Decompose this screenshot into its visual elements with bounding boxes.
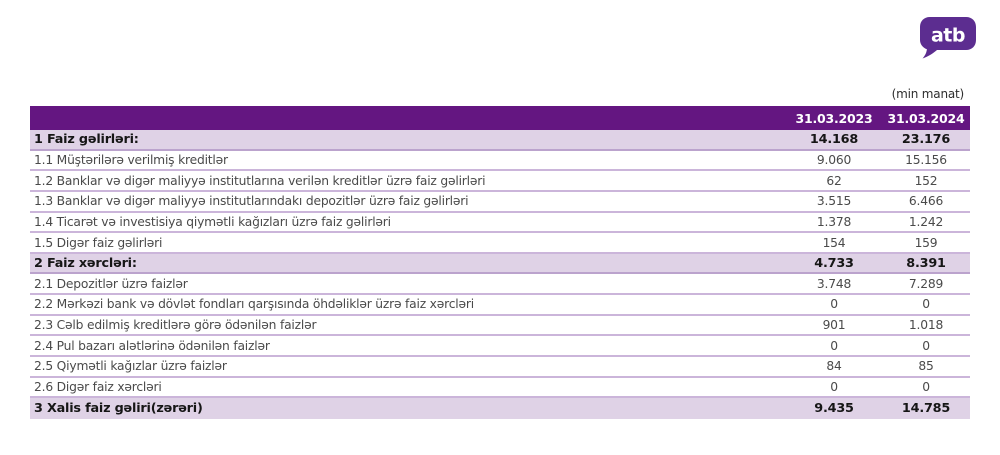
- row-label: 1.1 Müştərilərə verilmiş kreditlər: [34, 152, 228, 167]
- value-2023: 9.060: [816, 152, 852, 167]
- row-label: 1 Faiz gəlirləri:: [34, 131, 139, 147]
- value-2024: 0: [922, 338, 930, 353]
- value-2023: 3.515: [816, 194, 852, 209]
- column-header-2024: 31.03.2024: [887, 110, 965, 126]
- value-2023: 84: [826, 359, 842, 374]
- value-2023: 62: [826, 173, 842, 188]
- column-header-2023: 31.03.2023: [795, 110, 873, 126]
- table-row: 1.3 Banklar və digər maliyyə institutlar…: [30, 192, 970, 213]
- table-row: 2.6 Digər faiz xərcləri 0 0: [30, 378, 970, 399]
- value-2024: 85: [918, 359, 934, 374]
- value-2023: 14.168: [809, 131, 859, 147]
- value-2024: 7.289: [908, 276, 944, 291]
- row-label: 1.2 Banklar və digər maliyyə institutlar…: [34, 173, 486, 188]
- section-row-net-interest-income: 3 Xalis faiz gəliri(zərəri) 9.435 14.785: [30, 398, 970, 419]
- value-2023: 0: [830, 297, 838, 312]
- section-row-interest-expense: 2 Faiz xərcləri: 4.733 8.391: [30, 253, 970, 275]
- table-row: 2.1 Depozitlər üzrə faizlər 3.748 7.289: [30, 274, 970, 296]
- row-label: 1.3 Banklar və digər maliyyə institutlar…: [34, 194, 469, 209]
- table-row: 2.2 Mərkəzi bank və dövlət fondları qarş…: [30, 295, 970, 316]
- table-row: 2.5 Qiymətli kağızlar üzrə faizlər 84 85: [30, 357, 970, 378]
- logo-text: atb: [931, 25, 965, 47]
- row-label: 1.5 Digər faiz gəlirləri: [34, 235, 163, 250]
- interest-income-statement: (min manat) 31.03.2023 31.03.2024 1 Faiz…: [30, 87, 970, 419]
- value-2024: 1.018: [908, 318, 944, 333]
- value-2024: 8.391: [906, 255, 946, 271]
- value-2023: 1.378: [816, 214, 852, 229]
- value-2023: 0: [830, 338, 838, 353]
- table-row: 1.1 Müştərilərə verilmiş kreditlər 9.060…: [30, 151, 970, 172]
- row-label: 2.6 Digər faiz xərcləri: [34, 380, 162, 394]
- value-2024: 23.176: [901, 131, 951, 147]
- value-2023: 9.435: [814, 401, 854, 417]
- value-2024: 0: [922, 297, 930, 312]
- value-2024: 1.242: [908, 214, 944, 229]
- value-2023: 901: [822, 318, 846, 333]
- row-label: 1.4 Ticarət və investisiya qiymətli kağı…: [34, 214, 391, 229]
- row-label: 3 Xalis faiz gəliri(zərəri): [34, 401, 203, 417]
- table-row: 1.5 Digər faiz gəlirləri 154 159: [30, 233, 970, 254]
- value-2023: 0: [830, 380, 838, 394]
- value-2023: 3.748: [816, 276, 852, 291]
- value-2023: 4.733: [814, 255, 854, 271]
- row-label: 2 Faiz xərcləri:: [34, 255, 137, 271]
- row-label: 2.2 Mərkəzi bank və dövlət fondları qarş…: [34, 297, 474, 312]
- value-2023: 154: [822, 235, 846, 250]
- value-2024: 14.785: [901, 401, 951, 417]
- table-row: 1.2 Banklar və digər maliyyə institutlar…: [30, 171, 970, 192]
- value-2024: 152: [914, 173, 938, 188]
- atb-logo: atb: [920, 17, 976, 59]
- table-row: 2.3 Cəlb edilmiş kreditlərə görə ödənilə…: [30, 316, 970, 337]
- value-2024: 15.156: [905, 152, 947, 167]
- value-2024: 6.466: [908, 194, 944, 209]
- row-label: 2.5 Qiymətli kağızlar üzrə faizlər: [34, 359, 227, 374]
- logo-bubble-shape: [920, 17, 976, 59]
- row-label: 2.3 Cəlb edilmiş kreditlərə görə ödənilə…: [34, 318, 317, 333]
- row-label: 2.4 Pul bazarı alətlərinə ödənilən faizl…: [34, 338, 270, 353]
- section-row-interest-income: 1 Faiz gəlirləri: 14.168 23.176: [30, 130, 970, 151]
- value-2024: 159: [914, 235, 938, 250]
- row-label: 2.1 Depozitlər üzrə faizlər: [34, 276, 188, 291]
- unit-note: (min manat): [891, 87, 965, 101]
- table-row: 1.4 Ticarət və investisiya qiymətli kağı…: [30, 213, 970, 234]
- value-2024: 0: [922, 380, 930, 394]
- table-header-row: 31.03.2023 31.03.2024: [30, 106, 970, 130]
- table-row: 2.4 Pul bazarı alətlərinə ödənilən faizl…: [30, 336, 970, 358]
